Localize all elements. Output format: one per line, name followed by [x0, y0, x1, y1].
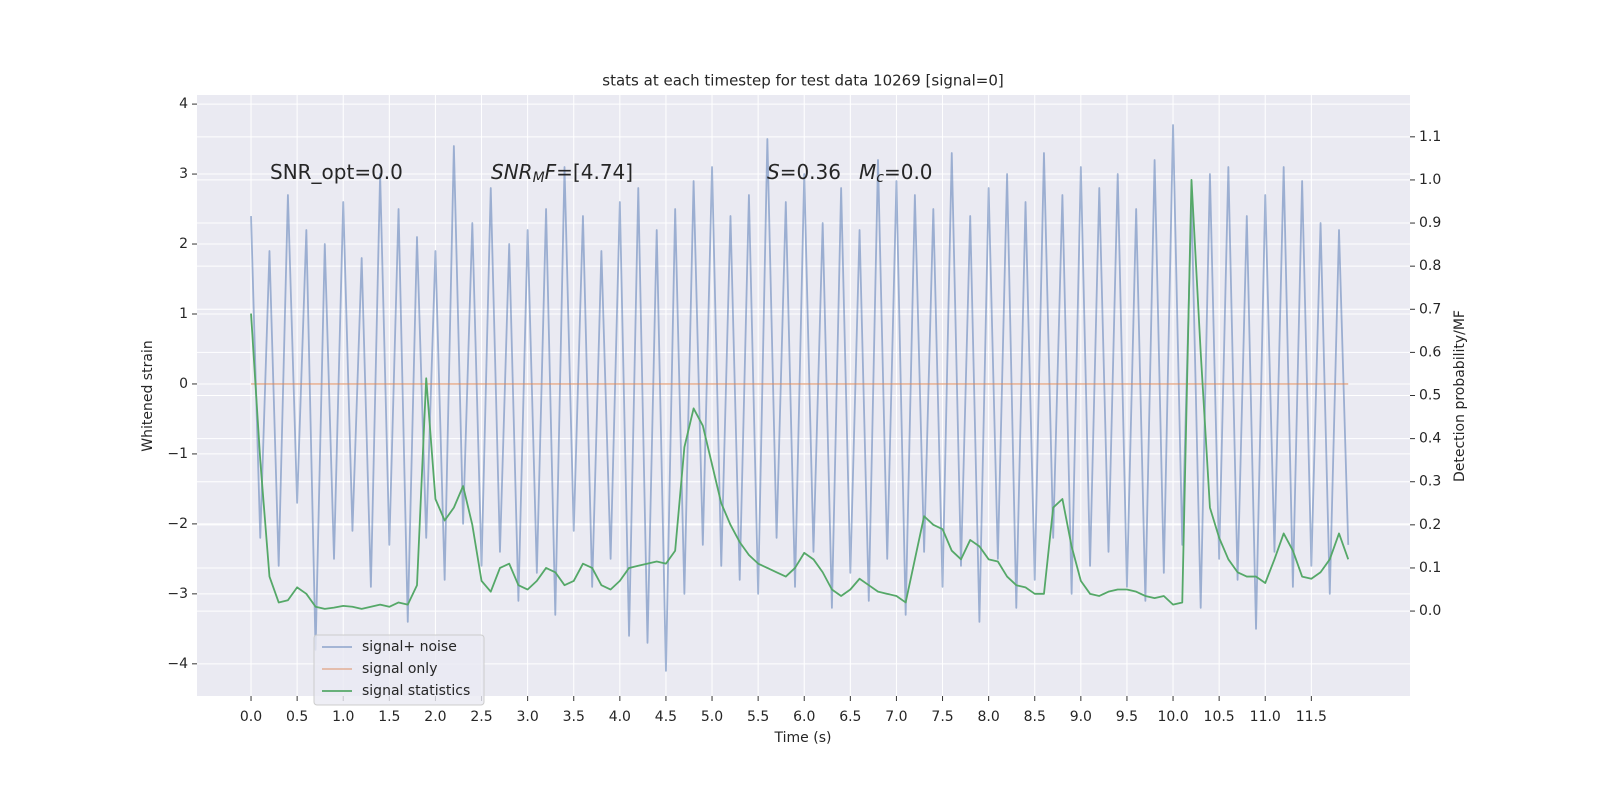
x-tick-label: 8.0 — [978, 709, 1000, 725]
x-tick-label: 7.5 — [931, 709, 953, 725]
y2-tick-label: 0.4 — [1419, 431, 1441, 447]
y-tick-label: 0 — [179, 376, 188, 392]
annotation-part: c — [876, 170, 884, 186]
y2-tick-label: 0.1 — [1419, 560, 1441, 576]
legend-box — [313, 634, 485, 706]
y2-axis-label: Detection probability/MF — [1452, 310, 1468, 482]
annotation: SNRMF=[4.74] — [491, 160, 633, 187]
annotation-part: M — [533, 170, 545, 186]
annotation-part: =0.36 — [780, 160, 841, 184]
x-tick-label: 1.5 — [378, 709, 400, 725]
legend-label: signal statistics — [362, 683, 470, 699]
x-tick-label: 10.5 — [1204, 709, 1235, 725]
series-line — [250, 179, 1350, 610]
annotation-part: =0.0 — [884, 160, 933, 184]
annotation-part: SNR — [491, 160, 533, 184]
x-tick-label: 7.0 — [885, 709, 907, 725]
annotation: Mc=0.0 — [859, 160, 933, 187]
y2-tick-label: 0.7 — [1419, 301, 1441, 317]
x-tick-label: 11.0 — [1250, 709, 1281, 725]
y2-tick-label: 0.9 — [1419, 215, 1441, 231]
annotation: SNR_opt=0.0 — [270, 160, 403, 184]
x-tick-label: 2.0 — [424, 709, 446, 725]
x-tick-label: 5.5 — [747, 709, 769, 725]
y-tick-label: −1 — [167, 446, 188, 462]
x-axis-label: Time (s) — [774, 730, 832, 746]
y2-tick-label: 0.2 — [1419, 517, 1441, 533]
x-tick-label: 0.0 — [240, 709, 262, 725]
annotation-part: =[4.74] — [556, 160, 633, 184]
annotation: S=0.36 — [767, 160, 841, 184]
annotation-part: S — [767, 160, 780, 184]
y2-tick-label: 1.0 — [1419, 172, 1441, 188]
y2-tick-label: 0.5 — [1419, 388, 1441, 404]
x-tick-label: 2.5 — [470, 709, 492, 725]
x-tick-label: 3.0 — [517, 709, 539, 725]
y2-tick-label: 0.0 — [1419, 603, 1441, 619]
marks — [250, 124, 1350, 672]
annotation-part: M — [859, 160, 876, 184]
chart-title: stats at each timestep for test data 102… — [602, 72, 1003, 90]
x-tick-label: 4.5 — [655, 709, 677, 725]
x-tick-label: 11.5 — [1296, 709, 1327, 725]
y-tick-label: 1 — [179, 306, 188, 322]
y-tick-label: 3 — [179, 166, 188, 182]
legend-label: signal+ noise — [362, 639, 457, 655]
legend-label: signal only — [362, 661, 437, 677]
annotation-part: SNR_opt=0.0 — [270, 160, 403, 184]
y2-tick-label: 1.1 — [1419, 129, 1441, 145]
x-tick-label: 5.0 — [701, 709, 723, 725]
x-tick-label: 10.0 — [1157, 709, 1188, 725]
y-tick-label: 2 — [179, 236, 188, 252]
x-tick-label: 1.0 — [332, 709, 354, 725]
y2-tick-label: 0.8 — [1419, 258, 1441, 274]
x-tick-label: 9.0 — [1070, 709, 1092, 725]
annotation-part: F — [545, 160, 557, 184]
y2-tick-label: 0.6 — [1419, 344, 1441, 360]
x-tick-label: 8.5 — [1024, 709, 1046, 725]
y-axis-label: Whitened strain — [140, 340, 156, 451]
x-tick-label: 6.0 — [793, 709, 815, 725]
y-tick-label: 4 — [179, 96, 188, 112]
x-tick-label: 0.5 — [286, 709, 308, 725]
series-line — [250, 124, 1350, 672]
y-tick-label: −2 — [167, 516, 188, 532]
x-tick-label: 9.5 — [1116, 709, 1138, 725]
x-tick-label: 6.5 — [839, 709, 861, 725]
x-tick-label: 4.0 — [609, 709, 631, 725]
y-tick-label: −4 — [167, 656, 188, 672]
y2-tick-label: 0.3 — [1419, 474, 1441, 490]
x-tick-label: 3.5 — [563, 709, 585, 725]
axes: 0.0 0.5 1.0 1.5 2.0 2.5 3.0 3.5 4.0 4.5 5.0 5.5 6.0 6… — [167, 96, 1441, 725]
y-tick-label: −3 — [167, 586, 188, 602]
